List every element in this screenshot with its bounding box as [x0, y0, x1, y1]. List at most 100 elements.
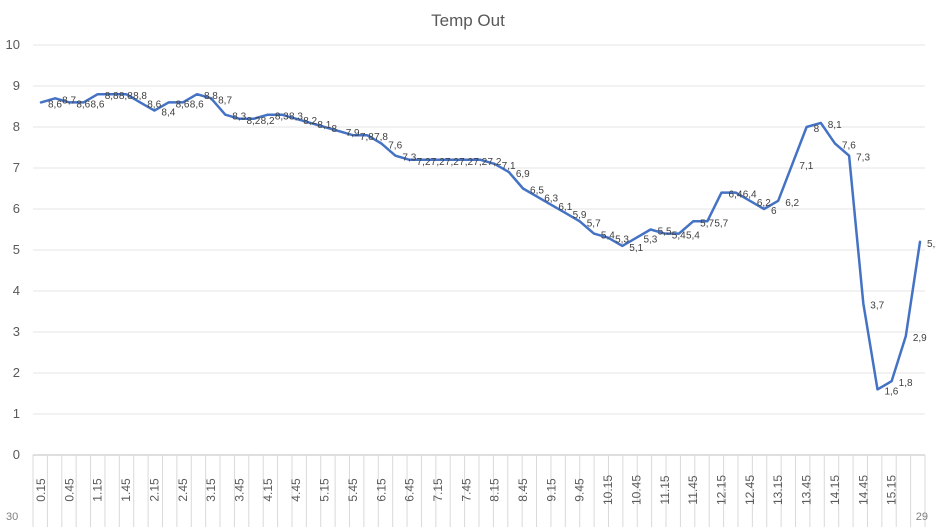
data-label: 7,2 [473, 157, 487, 168]
y-tick-label: 9 [13, 78, 20, 93]
data-label: 8,3 [275, 112, 289, 123]
data-label: 7,8 [374, 132, 388, 143]
x-tick-label: 0.15 [34, 478, 48, 502]
data-label: 8,6 [176, 99, 190, 110]
data-label: 6,4 [743, 190, 757, 201]
data-label: 3,7 [870, 300, 884, 311]
data-label: 8,6 [91, 99, 105, 110]
x-tick-label: 6.45 [403, 478, 417, 502]
y-tick-label: 4 [13, 283, 20, 298]
x-tick-label: 13.15 [771, 475, 785, 505]
data-label: 7,2 [445, 157, 459, 168]
data-label: 5,5 [658, 227, 672, 238]
data-label: 8,8 [119, 91, 133, 102]
x-tick-label: 3.45 [232, 478, 246, 502]
data-label: 8,7 [218, 95, 232, 106]
x-tick-label: 11.15 [658, 475, 672, 504]
x-tick-label: 14.15 [828, 475, 842, 505]
y-tick-label: 5 [13, 242, 20, 257]
data-label: 8,2 [246, 116, 260, 127]
data-label: 8,3 [232, 112, 246, 123]
x-tick-label: 4.15 [261, 478, 275, 502]
data-label: 8,3 [289, 112, 303, 123]
chart-title: Temp Out [431, 11, 505, 30]
x-tick-label: 8.45 [516, 478, 530, 502]
data-label: 6,4 [729, 190, 743, 201]
data-label: 8,6 [48, 99, 62, 110]
data-label: 5,3 [615, 235, 629, 246]
temp-out-series [39, 92, 922, 391]
data-label: 7,6 [388, 140, 402, 151]
data-label: 6,2 [785, 198, 799, 209]
data-label: 8,8 [204, 91, 218, 102]
data-label: 7,1 [502, 161, 516, 172]
data-label: 8,2 [303, 116, 317, 127]
y-tick-label: 3 [13, 324, 20, 339]
x-axis-ticks: 0.15 0.45 1.15 1.45 2.15 2.45 3.15 3.45 4.15 4.45… [34, 475, 899, 505]
x-gridlines [32, 455, 926, 527]
data-label: 6,5 [530, 186, 544, 197]
y-tick-label: 0 [13, 447, 20, 462]
x-tick-label: 4.45 [289, 478, 303, 502]
data-label: 6,2 [757, 198, 771, 209]
x-tick-label: 9.15 [544, 478, 558, 502]
data-label: 8,8 [133, 91, 147, 102]
data-label: 8 [814, 124, 820, 135]
data-label: 7,1 [799, 161, 813, 172]
date-strip-start: 30 [6, 511, 18, 523]
x-tick-label: 5.15 [318, 478, 332, 502]
y-tick-label: 8 [13, 119, 20, 134]
data-label: 2,9 [913, 333, 927, 344]
y-tick-label: 6 [13, 201, 20, 216]
x-tick-label: 9.45 [573, 478, 587, 502]
x-tick-label: 2.15 [147, 478, 161, 502]
data-label: 7,2 [459, 157, 473, 168]
data-label: 8,4 [161, 108, 175, 119]
temp-out-line [39, 92, 922, 391]
data-label: 5,4 [601, 231, 615, 242]
data-label: 7,8 [360, 132, 374, 143]
y-tick-label: 10 [6, 37, 20, 52]
data-label: 5,2 [927, 239, 936, 250]
data-label: 7,3 [856, 153, 870, 164]
x-tick-label: 5.45 [346, 478, 360, 502]
x-tick-label: 12.15 [715, 475, 729, 505]
data-label: 8,6 [190, 99, 204, 110]
data-label: 5,3 [643, 235, 657, 246]
x-tick-label: 7.45 [459, 478, 473, 502]
data-label: 1,6 [884, 386, 898, 397]
data-label: 5,4 [686, 231, 700, 242]
data-label: 7,9 [346, 128, 360, 139]
data-label: 7,2 [417, 157, 431, 168]
data-label: 7,2 [431, 157, 445, 168]
x-tick-label: 14.45 [856, 475, 870, 505]
date-strip-end: 29 [916, 511, 928, 523]
data-label: 7,6 [842, 140, 856, 151]
x-tick-label: 6.15 [374, 478, 388, 502]
data-label: 8,6 [147, 99, 161, 110]
data-label: 5,7 [700, 218, 714, 229]
x-tick-label: 1.15 [91, 478, 105, 502]
data-label: 5,9 [573, 210, 587, 221]
data-label: 6,3 [544, 194, 558, 205]
data-label: 8,6 [76, 99, 90, 110]
y-tick-label: 2 [13, 365, 20, 380]
x-tick-label: 0.45 [62, 478, 76, 502]
date-strip: 30 29 [6, 511, 928, 523]
data-label: 5,7 [587, 218, 601, 229]
y-tick-label: 1 [13, 406, 20, 421]
x-tick-label: 10.45 [629, 475, 643, 505]
data-label: 5,1 [629, 243, 643, 254]
data-label: 6,1 [558, 202, 572, 213]
x-tick-label: 12.45 [743, 475, 757, 505]
y-gridlines [33, 44, 925, 456]
x-tick-label: 13.45 [800, 475, 814, 505]
data-label: 5,7 [714, 218, 728, 229]
data-label: 8,8 [105, 91, 119, 102]
x-tick-label: 11.45 [686, 475, 700, 504]
y-axis-ticks: 0 1 2 3 4 5 6 7 8 9 10 [6, 37, 20, 462]
data-label: 6 [771, 206, 777, 217]
data-label: 8 [332, 124, 338, 135]
data-label: 6,9 [516, 169, 530, 180]
